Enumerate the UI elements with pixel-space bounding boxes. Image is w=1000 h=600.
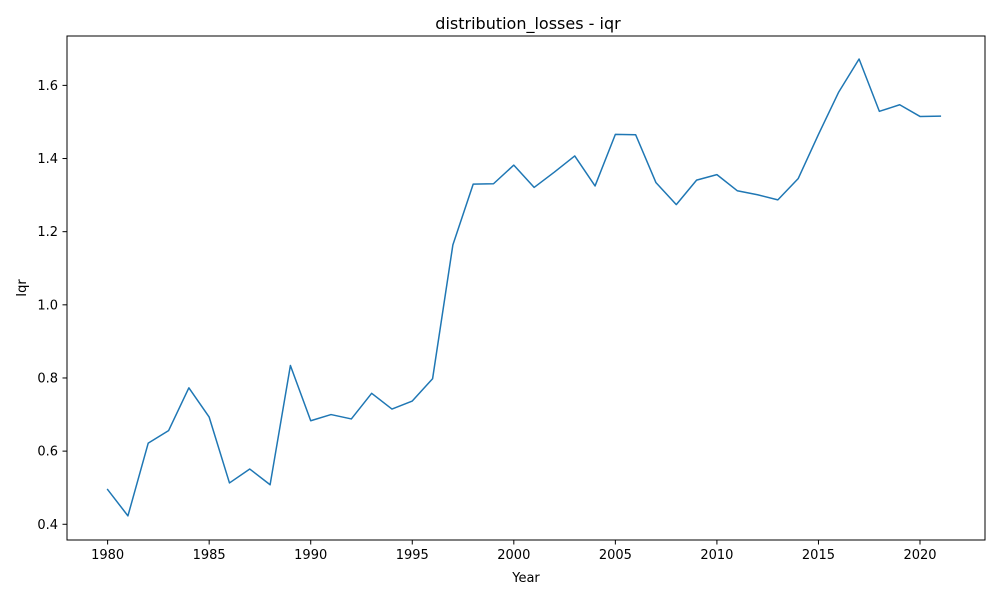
y-tick-label: 1.0: [37, 298, 58, 313]
x-tick-label: 1995: [396, 548, 429, 563]
y-tick-label: 1.6: [37, 79, 58, 94]
series-layer: [106, 58, 942, 517]
x-axis-ticks: 1980 1985 1990 1995 2000 2005 2010 2015 2020: [91, 540, 937, 563]
x-axis-label: Year: [511, 571, 540, 586]
x-tick-label: 2015: [802, 548, 835, 563]
y-axis-label: Iqr: [15, 279, 30, 297]
y-tick-label: 0.4: [37, 518, 58, 533]
chart-title: distribution_losses - iqr: [435, 14, 621, 34]
y-tick-label: 0.6: [37, 445, 58, 460]
series-line: [106, 58, 942, 517]
plot-frame: [66, 35, 986, 541]
y-axis-ticks: 0.4 0.6 0.8 1.0 1.2 1.4 1.6: [37, 79, 67, 533]
x-tick-label: 2005: [599, 548, 632, 563]
y-tick-label: 1.2: [37, 225, 58, 240]
x-tick-label: 1985: [193, 548, 226, 563]
x-tick-label: 1990: [294, 548, 327, 563]
x-tick-label: 1980: [91, 548, 124, 563]
x-tick-label: 2020: [903, 548, 936, 563]
y-tick-label: 1.4: [37, 152, 58, 167]
x-tick-label: 2010: [700, 548, 733, 563]
x-tick-label: 2000: [497, 548, 530, 563]
y-tick-label: 0.8: [37, 371, 58, 386]
